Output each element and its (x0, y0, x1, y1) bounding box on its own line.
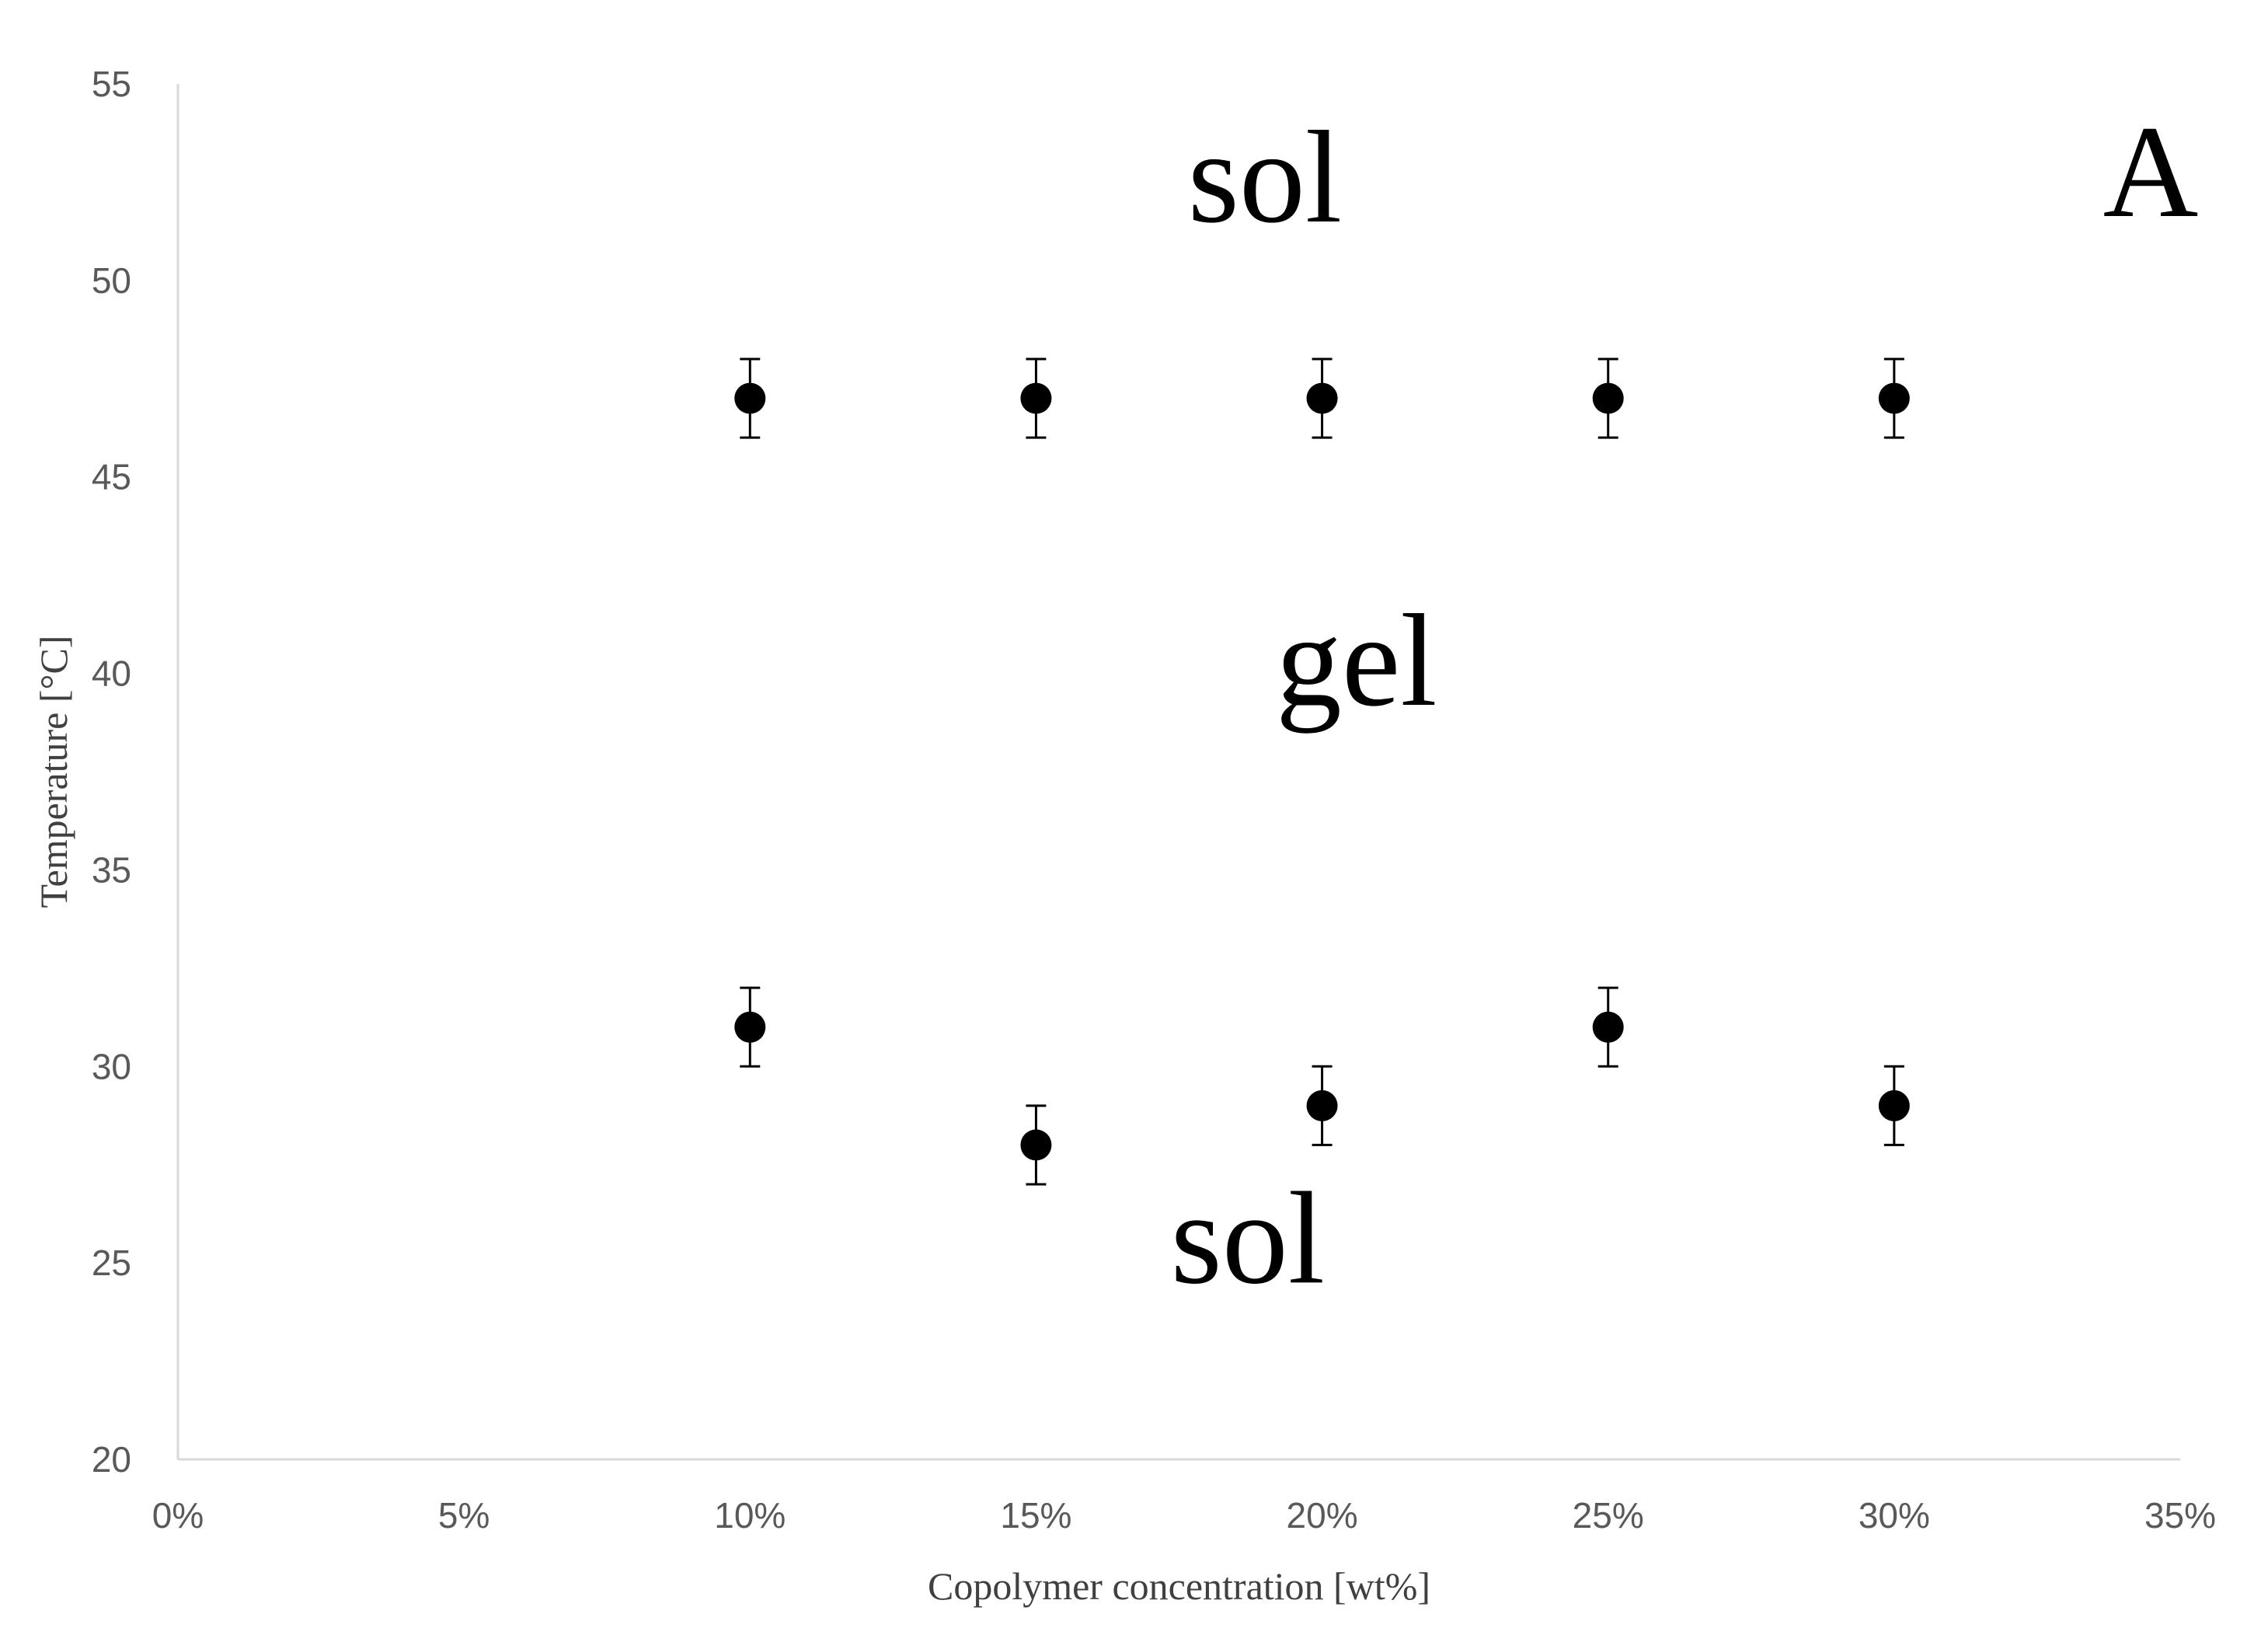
y-tick-label: 30 (92, 1046, 131, 1086)
y-tick-label: 35 (92, 849, 131, 890)
annotation-layer: sol gel sol (1171, 104, 1437, 1311)
x-tick-label: 25% (1573, 1495, 1644, 1536)
region-label: sol (1171, 1165, 1325, 1311)
region-label: sol (1188, 104, 1342, 250)
data-point (1306, 1089, 1338, 1121)
data-point (1878, 1089, 1910, 1121)
y-tick-label: 25 (92, 1243, 131, 1283)
errorbar-layer (740, 357, 1904, 1186)
data-point (1878, 382, 1910, 414)
x-tick-label: 20% (1287, 1495, 1358, 1536)
data-point (1020, 1129, 1052, 1161)
y-tick-label: 40 (92, 654, 131, 694)
x-axis-title: Copolymer concentration [wt%] (928, 1564, 1430, 1608)
y-tick-label: 20 (92, 1439, 131, 1480)
data-point (1592, 1011, 1624, 1043)
y-axis-title: Temperature [°C] (32, 635, 75, 908)
ticks-layer: 0% 5% 10% 15% 20% 25% 30% 35% 20 25 30 35 40 45 50 55 (92, 64, 2216, 1536)
panel-label: A (2103, 99, 2199, 245)
y-tick-label: 45 (92, 457, 131, 497)
x-tick-label: 10% (714, 1495, 786, 1536)
x-tick-label: 5% (438, 1495, 489, 1536)
data-point (1592, 382, 1624, 414)
data-point (734, 382, 766, 414)
x-tick-label: 35% (2144, 1495, 2216, 1536)
y-tick-label: 55 (92, 64, 131, 104)
points-layer (734, 382, 1910, 1161)
x-tick-label: 15% (1000, 1495, 1071, 1536)
x-tick-label: 0% (152, 1495, 204, 1536)
data-point (734, 1011, 766, 1043)
y-tick-label: 50 (92, 260, 131, 301)
data-point (1020, 382, 1052, 414)
region-label: gel (1276, 587, 1437, 734)
x-tick-label: 30% (1859, 1495, 1930, 1536)
axes-layer (176, 84, 2180, 1461)
data-point (1306, 382, 1338, 414)
